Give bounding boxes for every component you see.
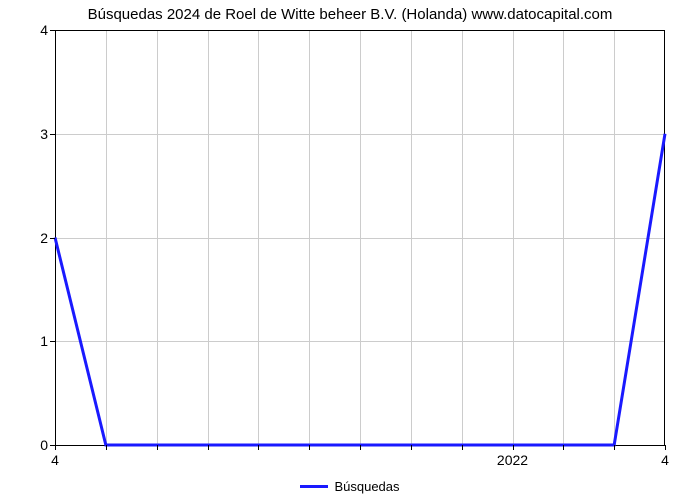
xtick-mark: [208, 445, 209, 450]
legend: Búsquedas: [0, 478, 700, 494]
xtick-mark: [563, 445, 564, 450]
legend-label: Búsquedas: [334, 479, 399, 494]
ytick-mark: [50, 30, 55, 31]
chart-title: Búsquedas 2024 de Roel de Witte beheer B…: [0, 6, 700, 23]
ytick-mark: [50, 238, 55, 239]
legend-swatch: [300, 485, 328, 488]
ytick-label: 2: [8, 230, 48, 246]
ytick-label: 1: [8, 333, 48, 349]
xtick-mark: [513, 445, 514, 450]
xtick-mark: [411, 445, 412, 450]
xtick-label: 4: [661, 452, 669, 468]
series-line: [55, 134, 665, 445]
chart-container: Búsquedas 2024 de Roel de Witte beheer B…: [0, 0, 700, 500]
ytick-mark: [50, 134, 55, 135]
xtick-mark: [258, 445, 259, 450]
line-layer: [55, 30, 665, 445]
xtick-mark: [462, 445, 463, 450]
ytick-label: 3: [8, 126, 48, 142]
xtick-mark: [157, 445, 158, 450]
xtick-mark: [309, 445, 310, 450]
xtick-mark: [55, 445, 56, 450]
xtick-mark: [106, 445, 107, 450]
xtick-mark: [665, 445, 666, 450]
xtick-label: 4: [51, 452, 59, 468]
xtick-mark: [360, 445, 361, 450]
ytick-label: 4: [8, 22, 48, 38]
ytick-mark: [50, 341, 55, 342]
ytick-label: 0: [8, 437, 48, 453]
xtick-mark: [614, 445, 615, 450]
xtick-label: 2022: [497, 452, 528, 468]
